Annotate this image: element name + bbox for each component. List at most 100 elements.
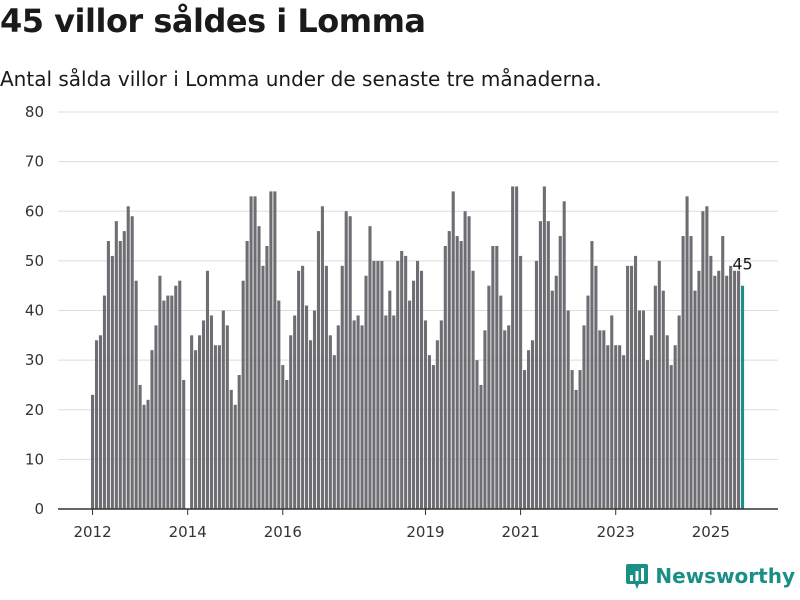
bar [447, 231, 451, 509]
bar [602, 330, 606, 509]
bar [201, 320, 206, 509]
bar [344, 211, 348, 509]
bar [467, 216, 471, 509]
bar [416, 260, 420, 509]
x-tick-label: 2023 [597, 523, 635, 541]
bar [257, 226, 261, 509]
bar [94, 340, 99, 509]
bar [297, 270, 301, 509]
x-tick-label: 2012 [73, 523, 111, 541]
y-tick-label: 60 [25, 202, 44, 220]
bar [368, 226, 372, 509]
bar [285, 379, 289, 509]
bar-highlighted [741, 285, 745, 509]
bar [574, 389, 578, 509]
bar [562, 201, 566, 509]
bar [320, 206, 324, 509]
bar [677, 315, 681, 509]
bar [324, 265, 328, 509]
bar [396, 260, 400, 509]
bar [630, 265, 634, 509]
bar [459, 241, 463, 509]
bar [360, 325, 364, 509]
bar [289, 335, 293, 509]
bar [328, 335, 332, 509]
y-tick-label: 80 [25, 103, 44, 121]
bar [293, 315, 297, 509]
bar [106, 241, 110, 509]
bar [384, 315, 388, 509]
bars [91, 186, 745, 510]
bar [388, 290, 392, 509]
bar [471, 270, 475, 509]
bar [233, 404, 237, 509]
bar [523, 370, 527, 509]
bar [332, 355, 336, 509]
bar [229, 389, 233, 509]
bar [586, 295, 590, 509]
bar [626, 265, 630, 509]
bar [305, 305, 309, 509]
y-tick-label: 40 [25, 302, 44, 320]
bar [737, 270, 741, 509]
bar [681, 236, 685, 509]
bar [717, 270, 721, 509]
bar [725, 275, 729, 509]
bar [439, 320, 443, 509]
bar [98, 335, 103, 509]
bar [364, 275, 368, 509]
y-tick-label: 50 [25, 252, 44, 270]
bar [538, 221, 542, 510]
bar [550, 290, 554, 509]
value-labels: 45 [732, 255, 752, 274]
bar [138, 384, 142, 509]
y-tick-label: 0 [34, 500, 44, 518]
bar [301, 265, 305, 509]
bar [515, 186, 519, 509]
bar [606, 345, 610, 509]
bar [194, 350, 198, 509]
bar [142, 404, 146, 509]
x-tick-label: 2016 [264, 523, 302, 541]
bar [653, 285, 657, 509]
bar [455, 236, 459, 509]
bar [178, 280, 182, 509]
bar [146, 399, 150, 509]
x-tick-label: 2019 [406, 523, 444, 541]
bar [649, 335, 653, 509]
bar [526, 350, 531, 509]
bar [408, 300, 412, 509]
bar [225, 325, 229, 509]
bar [269, 191, 273, 509]
bar [614, 345, 618, 509]
bar [241, 280, 245, 509]
bar [261, 265, 265, 509]
bar [312, 310, 317, 509]
bar [637, 310, 642, 509]
bar [154, 325, 158, 509]
bar [376, 260, 380, 509]
bar [412, 280, 416, 509]
bar [657, 260, 661, 509]
bar [209, 315, 213, 509]
bar [352, 320, 356, 509]
bar [475, 360, 479, 509]
bar [511, 186, 515, 509]
bar [641, 310, 646, 509]
bar [134, 280, 138, 509]
bar [198, 335, 202, 509]
bar [372, 260, 376, 509]
bar [566, 310, 570, 509]
bar [519, 255, 523, 509]
bar [277, 300, 281, 509]
bar [423, 320, 428, 509]
bar [582, 325, 586, 509]
y-tick-label: 10 [25, 450, 44, 468]
bar [118, 241, 122, 509]
bar [534, 260, 538, 509]
bar [110, 255, 114, 509]
bar [130, 216, 134, 509]
bar [665, 335, 669, 509]
bar [499, 295, 503, 509]
bar [166, 295, 170, 509]
